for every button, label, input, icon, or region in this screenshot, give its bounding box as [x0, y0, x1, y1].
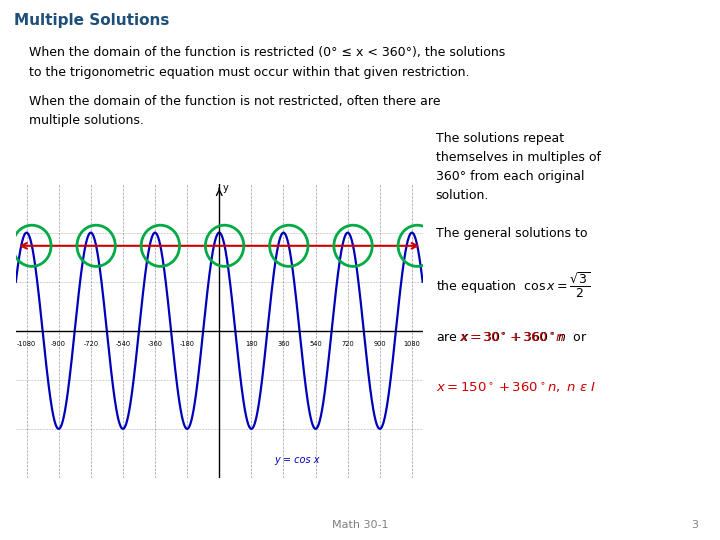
- Text: themselves in multiples of: themselves in multiples of: [436, 151, 600, 164]
- Text: are $x = 30^\circ + 360^\circ n$  or: are $x = 30^\circ + 360^\circ n$ or: [436, 332, 588, 345]
- Text: -1080: -1080: [17, 341, 36, 347]
- Text: y = cos x: y = cos x: [274, 455, 320, 465]
- Text: -900: -900: [51, 341, 66, 347]
- Text: to the trigonometric equation must occur within that given restriction.: to the trigonometric equation must occur…: [29, 66, 469, 79]
- Text: multiple solutions.: multiple solutions.: [29, 114, 144, 127]
- Text: y: y: [222, 183, 228, 193]
- Text: the equation  $\cos x = \dfrac{\sqrt{3}}{2}$: the equation $\cos x = \dfrac{\sqrt{3}}{…: [436, 270, 590, 300]
- Text: 900: 900: [374, 341, 386, 347]
- Text: -540: -540: [115, 341, 130, 347]
- Text: 1080: 1080: [403, 341, 420, 347]
- Text: The solutions repeat: The solutions repeat: [436, 132, 564, 145]
- Text: 360° from each original: 360° from each original: [436, 170, 584, 183]
- Text: The general solutions to: The general solutions to: [436, 227, 587, 240]
- Text: When the domain of the function is restricted (0° ≤ x < 360°), the solutions: When the domain of the function is restr…: [29, 46, 505, 59]
- Text: 180: 180: [245, 341, 258, 347]
- Text: $x = 150^\circ + 360^\circ n,\ n\ \epsilon\ I$: $x = 150^\circ + 360^\circ n,\ n\ \epsil…: [436, 381, 596, 395]
- Text: -720: -720: [84, 341, 99, 347]
- Text: -180: -180: [179, 341, 194, 347]
- Text: solution.: solution.: [436, 189, 489, 202]
- Text: 360: 360: [277, 341, 289, 347]
- Text: -360: -360: [148, 341, 163, 347]
- Text: 3: 3: [691, 520, 698, 530]
- Text: $x = 30^\circ + 360^\circ n$: $x = 30^\circ + 360^\circ n$: [459, 332, 564, 345]
- Text: Math 30-1: Math 30-1: [332, 520, 388, 530]
- Text: When the domain of the function is not restricted, often there are: When the domain of the function is not r…: [29, 94, 441, 107]
- Text: 540: 540: [309, 341, 322, 347]
- Text: 720: 720: [341, 341, 354, 347]
- Text: Multiple Solutions: Multiple Solutions: [14, 14, 170, 29]
